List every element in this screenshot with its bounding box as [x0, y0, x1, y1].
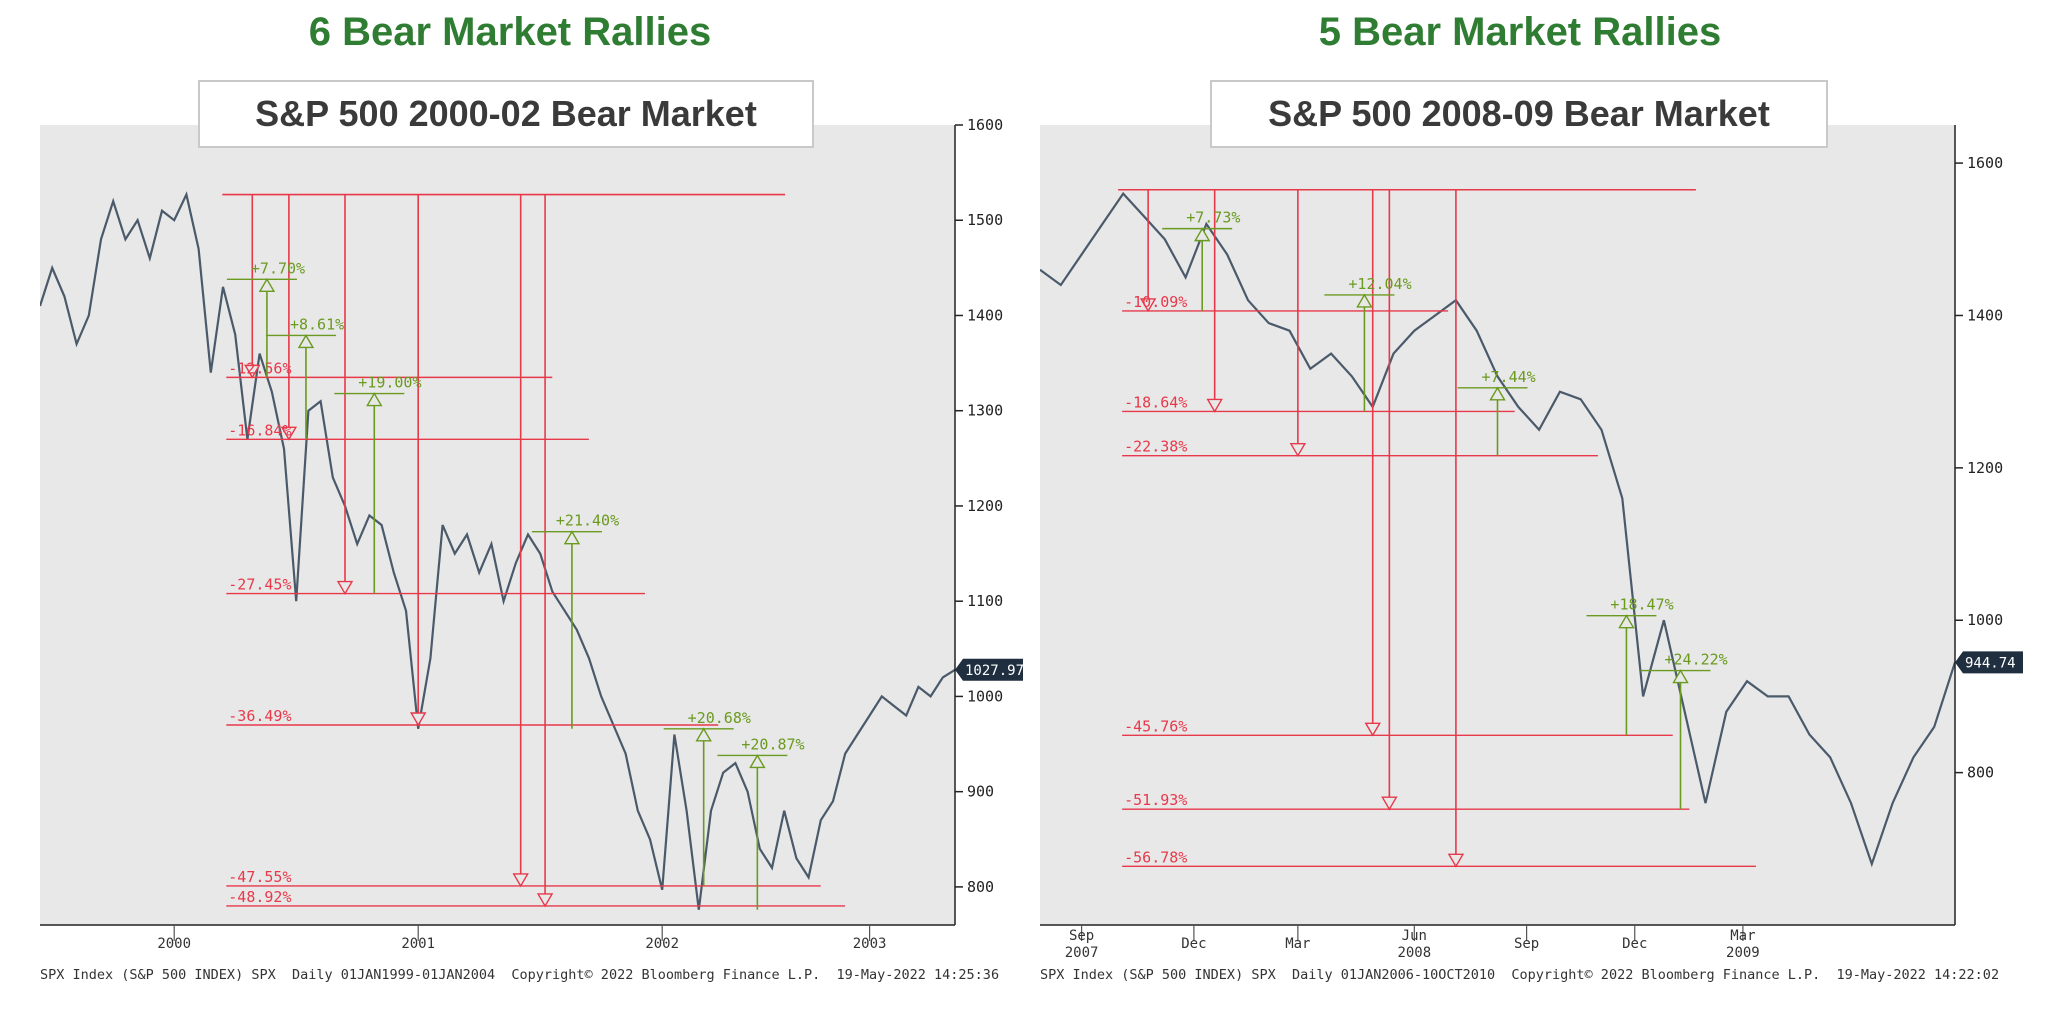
left-decline-arrow-2 — [280, 426, 298, 441]
left-ytick-label-1100: 1100 — [967, 592, 1003, 610]
right-decline-label-2: -18.64% — [1124, 393, 1187, 411]
left-rally-label-3: +19.00% — [358, 374, 421, 392]
left-chart: -12.56% -16.84% -27.45% -36.49% -47.55% -48.9… — [38, 191, 956, 910]
right-decline-arrow-3 — [1289, 442, 1307, 458]
right-xtick-label-1: Sep — [1069, 928, 1094, 944]
left-ytick-label-800: 800 — [967, 878, 994, 896]
left-price-line — [38, 191, 956, 910]
left-ytick-label-1500: 1500 — [967, 211, 1003, 229]
left-xtick-label-2: 2001 — [401, 936, 435, 952]
right-last-price-bg — [1955, 651, 2023, 674]
left-plot-area: -12.56% -16.84% -27.45% -36.49% -47.55% -48.9… — [38, 125, 956, 925]
right-box-title: S&P 500 2008-09 Bear Market — [1210, 80, 1828, 148]
left-rally-arrow-2 — [297, 334, 315, 349]
left-rally-label-2: +8.61% — [290, 315, 344, 333]
left-last-price-bg — [955, 658, 1023, 681]
right-rally-label-3: +7.44% — [1482, 368, 1536, 386]
left-rally-arrow-1 — [258, 277, 276, 292]
left-rally-arrow-3 — [366, 392, 383, 407]
left-last-price-badge: 1027.97 — [955, 658, 1024, 681]
left-decline-arrow-6 — [536, 893, 554, 908]
left-footer: SPX Index (S&P 500 INDEX) SPX Daily 01JA… — [40, 967, 1000, 983]
right-xtick-year-4: 2008 — [1397, 945, 1431, 961]
right-last-price-badge: 944.74 — [1955, 651, 2023, 674]
right-panel-heading: 5 Bear Market Rallies — [1318, 10, 1722, 54]
right-xtick-label-2: Dec — [1181, 936, 1206, 952]
right-rally-arrow-3 — [1489, 386, 1506, 401]
right-xtick-label-5: Sep — [1514, 936, 1539, 952]
left-xtick-label-1: 2000 — [157, 936, 191, 952]
right-rally-label-1: +7.73% — [1186, 209, 1240, 227]
left-decline-label-6: -48.92% — [228, 888, 291, 906]
left-rally-arrow-5 — [695, 727, 712, 742]
left-rally-label-1: +7.70% — [251, 259, 305, 277]
right-rally-arrow-2 — [1356, 293, 1373, 308]
right-decline-arrow-1 — [1139, 298, 1157, 313]
right-ytick-label-800: 800 — [1967, 764, 1994, 782]
right-decline-arrow-2 — [1206, 398, 1223, 413]
right-xtick-label-6: Dec — [1622, 936, 1647, 952]
right-ytick-label-1400: 1400 — [1967, 306, 2003, 324]
left-ytick-label-1200: 1200 — [967, 497, 1003, 515]
left-rally-label-4: +21.40% — [556, 512, 619, 530]
right-ytick-label-1200: 1200 — [1967, 459, 2003, 477]
left-axes: 800 900 1000 1100 1200 1300 1400 1500 1600 1027.9… — [40, 116, 1024, 952]
left-ytick-label-900: 900 — [967, 783, 994, 801]
left-last-price-label: 1027.97 — [965, 663, 1024, 679]
left-decline-label-5: -47.55% — [228, 868, 291, 886]
left-ytick-label-1300: 1300 — [967, 402, 1003, 420]
right-rally-arrow-4 — [1618, 614, 1635, 629]
left-rally-label-5: +20.68% — [688, 709, 751, 727]
right-xtick-label-7: Mar — [1730, 928, 1755, 944]
left-decline-arrow-4 — [409, 712, 427, 727]
left-ytick-label-1600: 1600 — [967, 116, 1003, 134]
left-decline-label-4: -36.49% — [228, 707, 291, 725]
left-xtick-label-3: 2002 — [645, 936, 679, 952]
right-plot-area: -10.09% -18.64% -22.38% -45.76% -51.93% -56.7… — [1039, 125, 1957, 925]
left-decline-label-1: -12.56% — [228, 359, 291, 377]
right-decline-arrow-6 — [1447, 853, 1465, 868]
right-last-price-label: 944.74 — [1965, 655, 2016, 671]
right-rally-label-4: +18.47% — [1610, 596, 1673, 614]
right-footer: SPX Index (S&P 500 INDEX) SPX Daily 01JA… — [1040, 967, 2000, 983]
right-ytick-label-1600: 1600 — [1967, 154, 2003, 172]
right-decline-arrow-4 — [1364, 722, 1381, 737]
left-decline-arrow-5 — [512, 873, 529, 888]
left-rally-label-6: +20.87% — [741, 735, 804, 753]
right-decline-label-4: -45.76% — [1124, 717, 1187, 735]
right-rally-label-5: +24.22% — [1665, 651, 1728, 669]
right-chart: -10.09% -18.64% -22.38% -45.76% -51.93% -56.7… — [1039, 188, 1957, 868]
left-xtick-label-4: 2003 — [853, 936, 887, 952]
right-decline-label-5: -51.93% — [1124, 791, 1187, 809]
right-xtick-year-1: 2007 — [1065, 945, 1099, 961]
left-ytick-label-1000: 1000 — [967, 687, 1003, 705]
left-ytick-label-1400: 1400 — [967, 306, 1003, 324]
right-ytick-label-1000: 1000 — [1967, 611, 2003, 629]
right-decline-label-6: -56.78% — [1124, 848, 1187, 866]
right-rally-label-2: +12.04% — [1348, 275, 1411, 293]
left-box-title: S&P 500 2000-02 Bear Market — [198, 80, 814, 148]
left-panel-heading: 6 Bear Market Rallies — [308, 10, 712, 54]
right-decline-arrow-5 — [1381, 796, 1398, 811]
right-xtick-year-7: 2009 — [1726, 945, 1760, 961]
left-decline-arrow-3 — [336, 580, 354, 595]
right-decline-label-3: -22.38% — [1124, 438, 1187, 456]
right-rally-arrow-5 — [1672, 669, 1689, 684]
left-rally-arrow-6 — [749, 754, 766, 769]
right-xtick-label-3: Mar — [1285, 936, 1310, 952]
left-decline-label-2: -16.84% — [228, 421, 291, 439]
left-decline-arrow-1 — [244, 364, 261, 379]
left-rally-arrow-4 — [563, 530, 581, 545]
right-decline-label-1: -10.09% — [1124, 293, 1187, 311]
right-xtick-label-4: Jun — [1402, 928, 1427, 944]
right-rally-arrow-1 — [1193, 227, 1211, 242]
left-decline-label-3: -27.45% — [228, 576, 291, 594]
right-price-line — [1039, 191, 1957, 868]
